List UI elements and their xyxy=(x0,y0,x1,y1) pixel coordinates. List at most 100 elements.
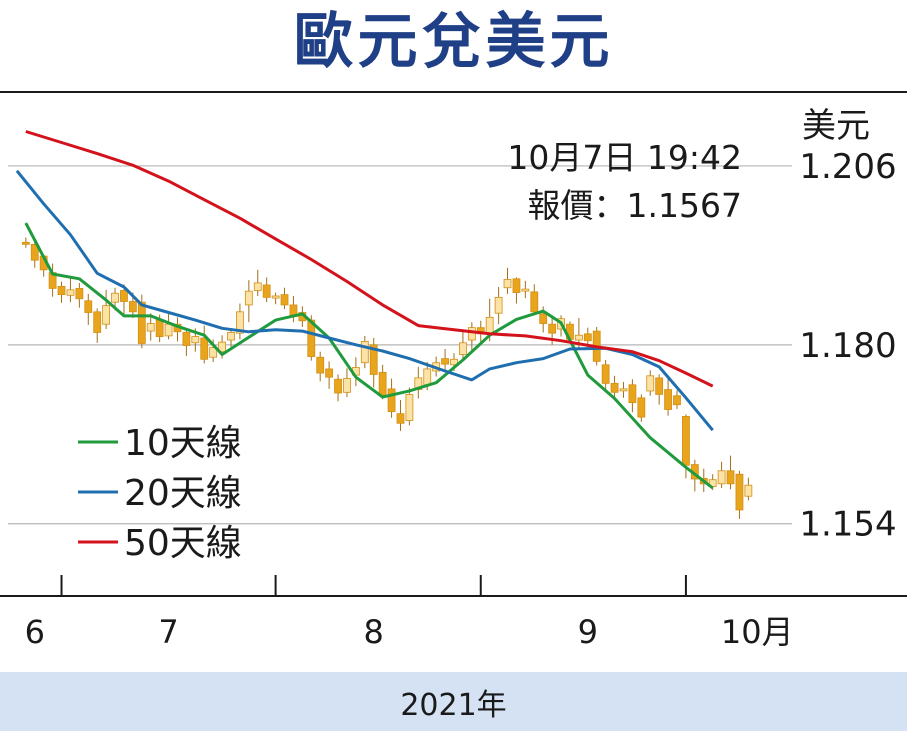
candle-body xyxy=(619,388,628,392)
chart-title: 歐元兌美元 xyxy=(293,7,614,77)
candle-body xyxy=(244,290,253,306)
candle-body xyxy=(726,470,735,485)
candle-body xyxy=(441,358,449,365)
candle xyxy=(378,364,387,400)
candle-body xyxy=(227,332,235,341)
candle-body xyxy=(646,375,655,392)
candle xyxy=(459,331,467,361)
candle-body xyxy=(253,282,262,291)
candle-body xyxy=(209,347,218,358)
candle-body xyxy=(191,336,200,344)
candle-body xyxy=(369,344,378,375)
legend-item: 20天線 xyxy=(78,473,242,514)
candle xyxy=(619,382,628,398)
candle-body xyxy=(84,300,93,313)
candle-body xyxy=(485,316,494,335)
candle-body xyxy=(405,393,414,421)
candle-body xyxy=(155,319,164,337)
candle xyxy=(503,267,512,294)
candle xyxy=(441,348,449,370)
candle xyxy=(236,303,244,340)
ma-line-50天線 xyxy=(25,130,714,388)
candle-body xyxy=(467,327,476,341)
candle-body xyxy=(262,284,271,298)
legend-label: 20天線 xyxy=(124,473,242,514)
candle xyxy=(494,287,503,325)
candle-body xyxy=(280,294,289,306)
y-tick-labels: 1.206 1.180 1.154 xyxy=(799,147,896,545)
candle-body xyxy=(316,356,325,374)
quote-datetime: 10月7日 19:42 xyxy=(507,138,742,177)
legend: 10天線 20天線 50天線 xyxy=(78,423,242,564)
candle-body xyxy=(530,291,539,313)
candle xyxy=(164,313,173,340)
candle xyxy=(57,281,66,303)
x-tick-label: 9 xyxy=(578,613,598,651)
candle xyxy=(744,477,753,501)
legend-label: 10天線 xyxy=(124,423,242,464)
moving-average-lines xyxy=(15,130,714,490)
candle xyxy=(396,399,405,431)
legend-item: 50天線 xyxy=(78,523,242,564)
candle xyxy=(512,277,521,304)
candle xyxy=(735,470,744,519)
candle xyxy=(628,379,637,413)
candle-body xyxy=(494,296,503,314)
candle-body xyxy=(102,305,111,325)
candle-body xyxy=(610,382,619,393)
candle xyxy=(637,394,646,422)
x-tick-label: 10月 xyxy=(721,613,794,651)
candle-body xyxy=(673,395,681,406)
candle xyxy=(717,461,726,488)
candle xyxy=(673,390,681,409)
legend-item: 10天線 xyxy=(78,423,242,464)
candle-body xyxy=(30,243,39,261)
candle-body xyxy=(57,285,66,296)
candle xyxy=(173,317,182,342)
candle xyxy=(343,368,351,398)
candle xyxy=(289,295,298,323)
candle xyxy=(646,370,655,396)
candle-body xyxy=(120,290,128,302)
candle-body xyxy=(360,341,369,364)
candle-body xyxy=(146,323,155,332)
gridlines xyxy=(8,165,792,525)
year-label: 2021年 xyxy=(400,687,507,723)
candle xyxy=(521,280,530,299)
candle xyxy=(360,335,369,369)
candle-body xyxy=(601,364,610,384)
candle-body xyxy=(574,334,583,341)
candle-body xyxy=(539,313,548,324)
candle xyxy=(601,359,610,392)
candle-body xyxy=(75,288,84,300)
candle-body xyxy=(128,301,137,313)
candle xyxy=(227,329,235,347)
candle-body xyxy=(200,337,209,360)
candle-body xyxy=(628,384,637,404)
candle-body xyxy=(378,371,387,396)
candle xyxy=(664,377,672,416)
candle xyxy=(262,277,271,303)
candle xyxy=(182,329,191,356)
x-ticks: 6 7 8 9 10月 xyxy=(25,575,794,651)
candle-body xyxy=(236,311,244,334)
candle-body xyxy=(396,413,405,424)
candle xyxy=(405,387,414,426)
candlesticks xyxy=(21,237,753,519)
x-tick-label: 8 xyxy=(364,613,384,651)
x-tick-label: 7 xyxy=(158,613,178,651)
candle-body xyxy=(655,377,664,395)
candle-body xyxy=(664,389,672,410)
y-axis: 美元 1.206 1.180 1.154 xyxy=(799,106,896,545)
ma-line-10天線 xyxy=(24,222,714,490)
y-axis-unit: 美元 xyxy=(802,106,870,146)
quote-box: 10月7日 19:42 報價：1.1567 xyxy=(507,134,742,230)
candle xyxy=(253,269,262,296)
candle-body xyxy=(512,278,521,293)
quote-price: 報價：1.1567 xyxy=(527,186,742,225)
candle xyxy=(334,374,342,402)
candle xyxy=(21,237,30,248)
candle xyxy=(244,280,253,323)
candle-body xyxy=(548,323,557,334)
candle-body xyxy=(717,470,726,485)
